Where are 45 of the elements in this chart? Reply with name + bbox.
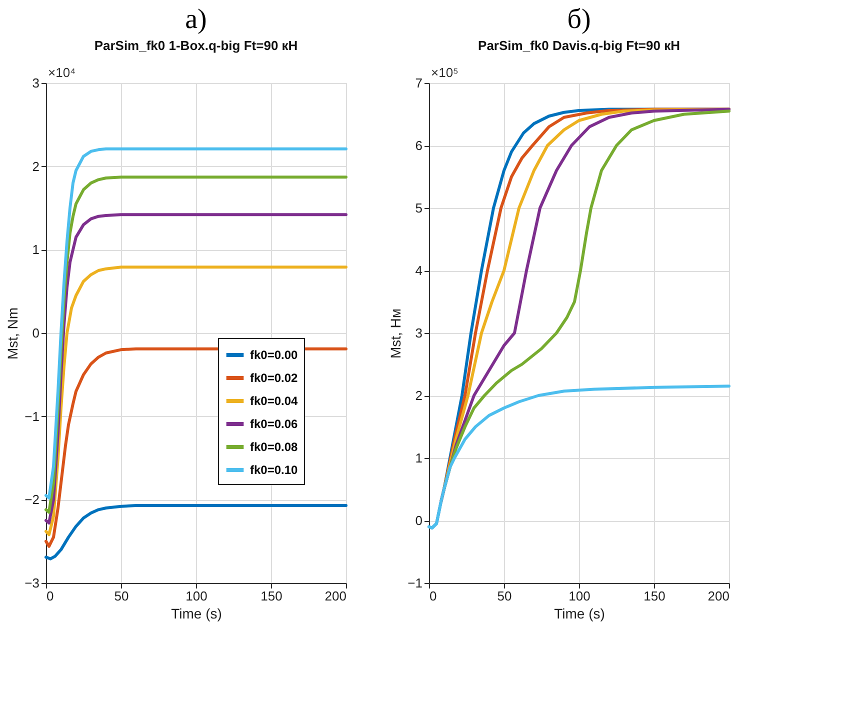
y-tick-label: −2	[24, 492, 40, 508]
chart-title: ParSim_fk0 1-Box.q-big Ft=90 кН	[94, 38, 298, 53]
line-series	[44, 504, 348, 560]
y-tick-label: −3	[24, 576, 40, 590]
y-tick-label: 0	[32, 326, 40, 340]
y-tick-label: 7	[415, 76, 422, 90]
x-tick-label: 50	[114, 588, 129, 604]
y-tick-label: 1	[32, 242, 40, 258]
y-tick-label: −1	[24, 408, 40, 424]
y-tick-label: 4	[415, 263, 422, 278]
line-series	[428, 384, 730, 530]
y-tick-label: −1	[408, 576, 422, 590]
x-tick-label: 100	[568, 588, 590, 604]
legend-label: fk0=0.08	[250, 440, 298, 454]
legend-label: fk0=0.10	[250, 463, 298, 477]
x-tick-label: 0	[430, 588, 437, 604]
y-tick-label: 5	[415, 200, 422, 216]
x-tick-label: 200	[324, 588, 346, 604]
y-tick-label: 2	[415, 388, 422, 403]
text: а)	[185, 4, 207, 35]
x-axis-title: Time (s)	[554, 606, 605, 622]
chart-title: ParSim_fk0 Davis.q-big Ft=90 кН	[478, 38, 680, 53]
y-tick-label: 0	[415, 513, 422, 528]
x-tick-label: 150	[260, 588, 282, 604]
x-tick-label: 150	[644, 588, 666, 604]
legend-label: fk0=0.04	[250, 394, 298, 408]
x-tick-label: 200	[708, 588, 730, 604]
y-tick-label: 2	[32, 158, 40, 174]
legend-label: fk0=0.06	[250, 417, 298, 431]
y-tick-label: 1	[415, 450, 422, 466]
x-tick-label: 100	[186, 588, 208, 604]
x-tick-label: 50	[497, 588, 512, 604]
legend-label: fk0=0.02	[250, 371, 298, 385]
text: б)	[567, 4, 591, 35]
line-series	[44, 266, 348, 536]
text: ×10⁴	[48, 65, 76, 80]
y-tick-label: 3	[32, 76, 40, 90]
text: ×10⁵	[431, 65, 458, 80]
legend-label: fk0=0.00	[250, 348, 298, 362]
y-tick-label: 6	[415, 138, 422, 153]
y-axis-title: Mst, Нм	[388, 308, 404, 359]
x-tick-label: 0	[46, 588, 54, 604]
x-axis-title: Time (s)	[171, 606, 222, 622]
y-axis-title: Mst, Nm	[4, 307, 21, 360]
y-tick-label: 3	[415, 326, 422, 340]
